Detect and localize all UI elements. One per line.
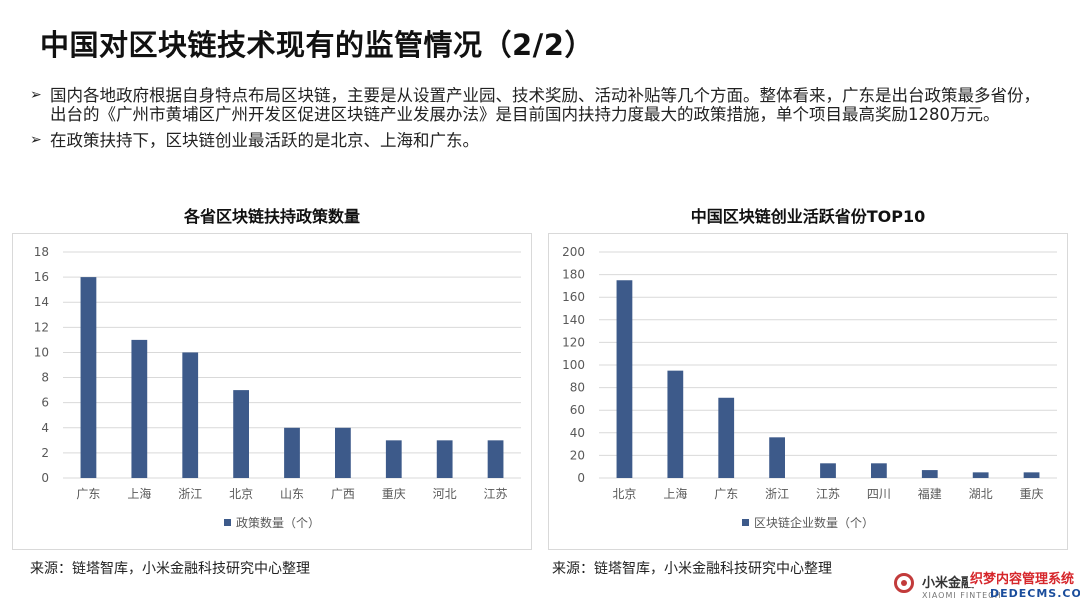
x-tick-label: 上海	[127, 486, 151, 501]
x-tick-label: 江苏	[816, 487, 840, 501]
bar	[385, 440, 402, 478]
bullet-item: ➢ 在政策扶持下，区块链创业最活跃的是北京、上海和广东。	[30, 131, 1050, 150]
legend-swatch	[224, 519, 231, 526]
y-tick-label: 2	[41, 446, 49, 460]
bar	[1023, 472, 1040, 478]
y-tick-label: 18	[34, 245, 49, 259]
x-tick-label: 河北	[433, 487, 457, 501]
y-tick-label: 120	[562, 335, 585, 349]
bar	[921, 470, 938, 478]
bullet-text: 在政策扶持下，区块链创业最活跃的是北京、上海和广东。	[50, 131, 479, 150]
logo-subtext: XIAOMI FINTECH	[922, 591, 1002, 600]
bullet-text: 国内各地政府根据自身特点布局区块链，主要是从设置产业园、技术奖励、活动补贴等几个…	[50, 86, 1040, 124]
watermark-text: 织梦内容管理系统	[968, 568, 1077, 587]
y-tick-label: 200	[562, 245, 585, 259]
x-tick-label: 重庆	[1020, 487, 1044, 501]
y-tick-label: 6	[41, 396, 49, 410]
bar	[871, 463, 887, 478]
chart-title: 中国区块链创业活跃省份TOP10	[690, 207, 926, 226]
bar	[487, 440, 504, 478]
bar	[182, 352, 199, 478]
bar	[284, 427, 300, 478]
y-tick-label: 0	[41, 471, 49, 485]
x-tick-label: 浙江	[765, 487, 789, 501]
y-tick-label: 180	[562, 268, 585, 282]
y-tick-label: 8	[41, 371, 49, 385]
bar	[769, 437, 785, 478]
x-tick-label: 福建	[918, 486, 942, 501]
watermark-url: DEDECMS.COM	[990, 587, 1080, 600]
logo-text: 小米金融	[922, 576, 975, 591]
x-tick-label: 湖北	[969, 486, 993, 501]
arrow-bullet-icon: ➢	[30, 87, 42, 103]
legend-label: 区块链企业数量（个）	[754, 515, 874, 530]
y-tick-label: 40	[570, 426, 585, 440]
arrow-bullet-icon: ➢	[30, 132, 42, 148]
x-tick-label: 上海	[663, 486, 687, 501]
y-tick-label: 10	[34, 345, 49, 359]
y-tick-label: 80	[570, 381, 585, 395]
x-tick-label: 江苏	[484, 487, 508, 501]
legend-label: 政策数量（个）	[236, 515, 320, 530]
y-tick-label: 100	[562, 358, 585, 372]
y-tick-label: 160	[562, 290, 585, 304]
bullet-item: ➢ 国内各地政府根据自身特点布局区块链，主要是从设置产业园、技术奖励、活动补贴等…	[30, 86, 1050, 124]
y-tick-label: 12	[34, 320, 49, 334]
legend-swatch	[742, 519, 749, 526]
bar	[131, 339, 148, 478]
y-tick-label: 20	[570, 448, 585, 462]
source-note: 来源：链塔智库，小米金融科技研究中心整理	[552, 561, 832, 577]
x-tick-label: 浙江	[178, 487, 202, 501]
y-tick-label: 14	[34, 295, 49, 309]
bar	[80, 277, 97, 478]
bar	[335, 427, 351, 478]
startup-chart-panel: 中国区块链创业活跃省份TOP10 0 20 40 60 80 100 120 140 160 18…	[548, 197, 1068, 552]
chart-title: 各省区块链扶持政策数量	[183, 207, 360, 226]
y-tick-label: 16	[34, 270, 49, 284]
chart-frame: 0 2 4 6 8 10 12 14 16 18 广东 上海 浙江 北京 山东 广西 重庆 河北 江苏政策数量（个）	[12, 233, 532, 550]
y-tick-label: 4	[41, 421, 49, 435]
bar	[233, 390, 249, 478]
x-tick-label: 广东	[76, 487, 100, 501]
y-tick-label: 0	[577, 471, 585, 485]
x-tick-label: 山东	[280, 487, 304, 501]
page-title: 中国对区块链技术现有的监管情况（2/2）	[40, 28, 594, 62]
bar	[820, 463, 836, 478]
x-tick-label: 广西	[331, 487, 355, 501]
x-tick-label: 北京	[229, 487, 253, 501]
y-tick-label: 140	[562, 313, 585, 327]
company-logo: 小米金融 XIAOMI FINTECH	[888, 566, 1080, 608]
bar	[667, 370, 684, 478]
x-tick-label: 广东	[714, 487, 738, 501]
x-tick-label: 重庆	[382, 487, 406, 501]
x-tick-label: 北京	[612, 487, 636, 501]
policy-chart-panel: 各省区块链扶持政策数量 0 2 4 6 8 10 12 14 16 18 广东 上海 浙江 北京 山东 广西 重…	[12, 197, 532, 552]
bar	[436, 440, 453, 478]
chart-frame: 0 20 40 60 80 100 120 140 160 180 200 北京 上海 广东 浙江 江苏 四川 福…	[548, 233, 1068, 550]
bar	[718, 397, 735, 478]
startup-bar-chart: 0 20 40 60 80 100 120 140 160 180 200 北京 上海 广东 浙江 江苏 四川 福…	[562, 245, 1057, 530]
y-tick-label: 60	[570, 403, 585, 417]
source-note: 来源：链塔智库，小米金融科技研究中心整理	[30, 561, 310, 577]
bar	[616, 280, 633, 478]
bullet-list: ➢ 国内各地政府根据自身特点布局区块链，主要是从设置产业园、技术奖励、活动补贴等…	[30, 86, 1050, 157]
x-tick-label: 四川	[867, 487, 891, 501]
logo-icon	[894, 573, 914, 593]
bar	[972, 472, 989, 478]
